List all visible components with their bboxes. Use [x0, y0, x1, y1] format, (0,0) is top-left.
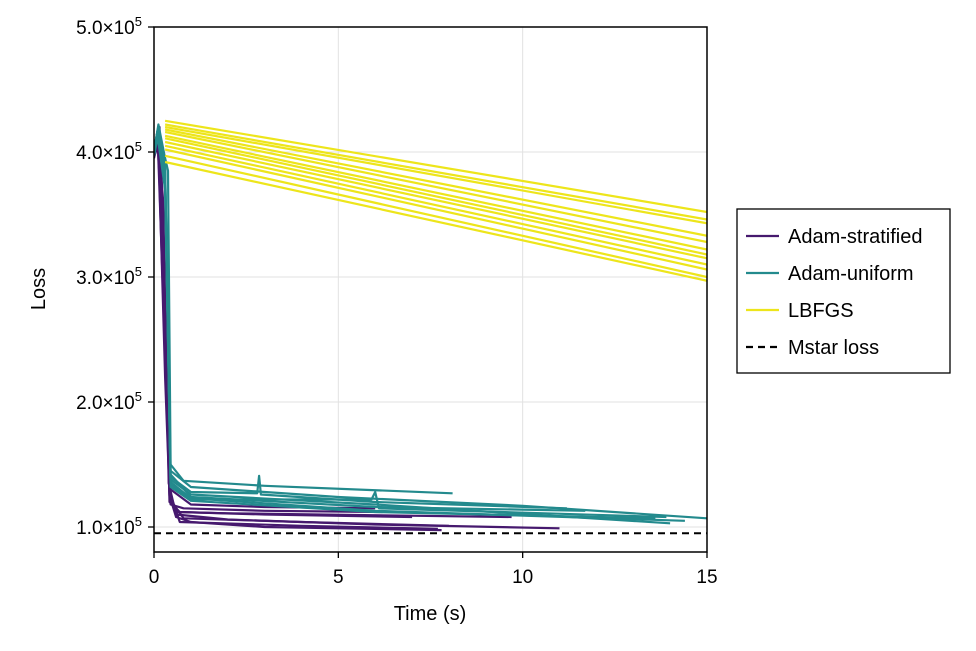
lbfgs-line — [164, 140, 707, 260]
plot-frame — [153, 26, 708, 553]
lbfgs-line — [164, 134, 707, 251]
legend-label-lbfgs: LBFGS — [788, 300, 854, 322]
lbfgs-line — [164, 130, 707, 244]
legend-label-adam-stratified: Adam-stratified — [788, 226, 923, 248]
lbfgs-line — [164, 144, 707, 266]
legend-label-adam-uniform: Adam-uniform — [788, 263, 914, 285]
x-axis-label: Time (s) — [394, 603, 467, 625]
y-axis-label: Loss — [28, 268, 50, 310]
x-tick-label: 0 — [149, 567, 160, 588]
x-tick-label: 10 — [512, 567, 533, 588]
legend-label-mstar-loss: Mstar loss — [788, 337, 879, 359]
adam-uniform-line — [154, 129, 656, 520]
y-tick-label: 2.0×105 — [76, 389, 142, 414]
y-tick-label: 5.0×105 — [76, 14, 142, 39]
lbfgs-line — [164, 125, 707, 225]
lbfgs-line — [164, 160, 707, 282]
lbfgs-line — [164, 123, 707, 221]
adam-uniform-line — [154, 130, 586, 512]
x-tick-label: 5 — [333, 567, 344, 588]
y-tick-label: 4.0×105 — [76, 139, 142, 164]
lbfgs-line — [164, 119, 707, 214]
lbfgs-line — [164, 148, 707, 271]
series-layer — [154, 119, 707, 535]
lbfgs-line — [164, 154, 707, 279]
grid-lines — [153, 26, 708, 552]
adam-stratified-line — [154, 128, 442, 532]
x-tick-label: 15 — [696, 567, 717, 588]
legend: Adam-stratified Adam-uniform LBFGS Mstar lo… — [736, 208, 951, 374]
y-tick-label: 3.0×105 — [76, 264, 142, 289]
lbfgs-line — [164, 128, 707, 237]
y-tick-label: 1.0×105 — [76, 514, 142, 539]
lbfgs-line — [164, 137, 707, 256]
axes: 0 5 10 15 1.0×105 2.0×105 3.0×105 4.0×105 5.0×10… — [76, 14, 717, 588]
